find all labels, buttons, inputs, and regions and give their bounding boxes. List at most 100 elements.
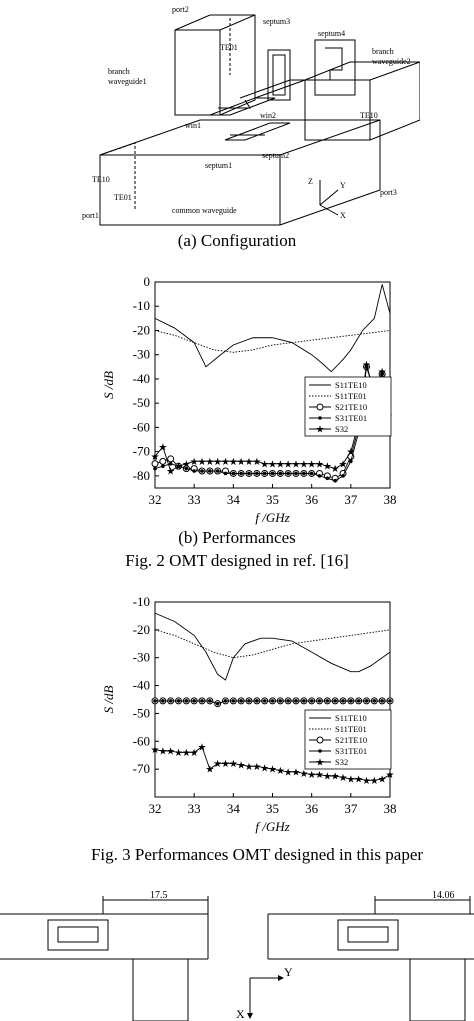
data-point-star: ★ — [316, 425, 325, 436]
data-point-dot — [380, 699, 384, 703]
data-point-dot — [192, 699, 196, 703]
data-point-dot — [341, 474, 345, 478]
data-point-dot — [270, 471, 275, 476]
data-point-star: ★ — [284, 459, 293, 470]
data-point-star: ★ — [198, 742, 207, 753]
data-point-star: ★ — [346, 447, 355, 458]
data-point-star: ★ — [284, 767, 293, 778]
x-tick-label: 37 — [344, 492, 358, 507]
y-tick-label: -10 — [133, 298, 150, 313]
y-tick-label: -10 — [133, 594, 150, 609]
label-port3: port3 — [380, 188, 397, 197]
x-tick-label: 38 — [384, 492, 397, 507]
x-tick-label: 37 — [344, 801, 358, 816]
data-point-dot — [341, 699, 345, 703]
data-point-dot — [349, 699, 353, 703]
performance-chart-ref16: 32 33 34 35 36 37 38 0 -10 -20 -30 -40 -50 -60 -70 -80 f… — [101, 274, 397, 525]
data-point-dot — [161, 464, 165, 468]
series-line — [154, 612, 391, 681]
data-point-star: ★ — [307, 770, 316, 781]
data-point-star: ★ — [151, 745, 160, 756]
caption-fig3: Fig. 3 Performances OMT designed in this… — [90, 845, 424, 864]
data-point-circle — [316, 403, 324, 411]
axis-triad — [319, 180, 339, 216]
label-septum2: septum2 — [262, 151, 289, 160]
data-point-star: ★ — [252, 762, 261, 773]
x-tick-label: 32 — [149, 492, 162, 507]
legend-entry: S11TE10 — [335, 713, 367, 723]
y-tick-label: -20 — [133, 622, 150, 637]
y-tick-label: -70 — [133, 761, 150, 776]
data-point-dot — [255, 471, 259, 476]
x-tick-label: 34 — [227, 801, 241, 816]
label-axis-x: X — [340, 211, 346, 220]
dim-left-label: 17.5 — [150, 890, 168, 901]
label-port1: port1 — [82, 211, 99, 220]
data-point-dot — [309, 471, 314, 476]
data-point-dot — [153, 699, 157, 703]
data-point-star: ★ — [378, 774, 387, 785]
data-point-star: ★ — [174, 748, 183, 759]
data-point-dot — [317, 474, 322, 478]
x-tick-label: 34 — [227, 492, 241, 507]
dimension-drawing: 17.5 14.06 Y X — [0, 890, 474, 1021]
data-point-star: ★ — [190, 748, 199, 759]
data-point-dot — [255, 699, 259, 703]
data-point-star: ★ — [221, 759, 230, 770]
y-tick-label: -30 — [133, 650, 150, 665]
y-tick-label: 0 — [144, 274, 151, 289]
x-tick-label: 38 — [384, 801, 397, 816]
label-septum4: septum4 — [318, 29, 345, 38]
series-s11te01 — [154, 330, 391, 353]
series-line — [154, 746, 391, 781]
x-axis-label: f /GHz — [255, 819, 289, 834]
data-point-star: ★ — [276, 459, 285, 470]
series-s32: ★★★★★★★★★★★★★★★★★★★★★★★★★★★★★★★ — [151, 742, 395, 786]
data-point-dot — [231, 699, 236, 703]
data-point-star: ★ — [323, 462, 332, 473]
data-point-dot — [215, 469, 220, 473]
y-tick-label: -60 — [133, 419, 150, 434]
data-point-star: ★ — [292, 459, 301, 470]
label-port2: port2 — [172, 5, 189, 14]
data-point-star: ★ — [268, 765, 277, 776]
data-point-star: ★ — [386, 770, 395, 781]
data-point-star: ★ — [315, 770, 324, 781]
label-te10-left: TE10 — [92, 175, 110, 184]
data-point-dot — [309, 699, 314, 703]
data-point-star: ★ — [174, 462, 183, 473]
data-point-star: ★ — [299, 459, 308, 470]
data-point-dot — [325, 476, 330, 481]
data-point-dot — [200, 469, 204, 473]
data-point-dot — [168, 699, 173, 703]
series-s11te10 — [154, 284, 391, 373]
data-point-dot — [176, 699, 181, 703]
y-tick-label: -70 — [133, 444, 150, 459]
series-s11te01 — [154, 629, 391, 659]
data-point-star: ★ — [354, 774, 363, 785]
label-te01-top: TE01 — [220, 43, 238, 52]
x-tick-label: 35 — [266, 801, 279, 816]
data-point-dot — [372, 699, 377, 703]
caption-performances: (b) Performances — [178, 528, 296, 547]
series-s31te01 — [153, 699, 392, 706]
data-point-dot — [161, 699, 165, 703]
data-point-dot — [184, 699, 189, 703]
label-branch-wg2-2: waveguide2 — [372, 57, 411, 66]
data-point-dot — [208, 699, 212, 703]
data-point-star: ★ — [362, 360, 371, 371]
data-point-dot — [388, 699, 392, 703]
data-point-star: ★ — [339, 773, 348, 784]
data-point-dot — [278, 699, 283, 703]
data-point-dot — [184, 466, 189, 471]
data-point-dot — [215, 701, 220, 706]
data-point-dot — [364, 699, 369, 703]
data-point-star: ★ — [276, 766, 285, 777]
data-point-star: ★ — [323, 772, 332, 783]
axis-y-label: Y — [284, 965, 293, 979]
series-line — [154, 629, 391, 659]
data-point-dot — [153, 466, 157, 471]
y-tick-label: -60 — [133, 733, 150, 748]
series-line — [154, 330, 391, 353]
